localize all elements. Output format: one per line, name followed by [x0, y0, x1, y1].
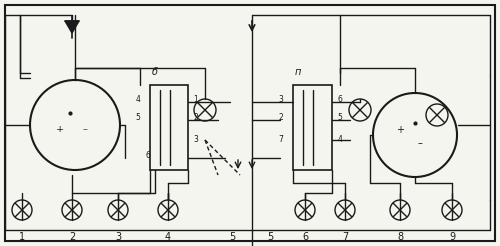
Text: п: п — [295, 67, 301, 77]
Text: 9: 9 — [449, 232, 455, 242]
Text: 6: 6 — [302, 232, 308, 242]
Text: 3: 3 — [115, 232, 121, 242]
Text: б: б — [152, 67, 158, 77]
Text: 7: 7 — [342, 232, 348, 242]
Text: 3: 3 — [194, 136, 198, 144]
Text: +: + — [56, 125, 64, 135]
Text: 5: 5 — [136, 113, 140, 123]
Text: 7: 7 — [278, 136, 283, 144]
Text: 2: 2 — [69, 232, 75, 242]
Text: 5: 5 — [229, 232, 235, 242]
Text: 3: 3 — [278, 95, 283, 105]
Polygon shape — [65, 21, 79, 33]
Text: 5: 5 — [338, 113, 342, 123]
Text: 1: 1 — [19, 232, 25, 242]
Text: –: – — [418, 138, 422, 148]
Bar — [150, 85, 188, 170]
Text: 2: 2 — [194, 113, 198, 123]
Text: –: – — [82, 125, 87, 135]
Text: +: + — [396, 125, 404, 135]
Text: 2: 2 — [278, 113, 283, 123]
Text: 4: 4 — [338, 136, 342, 144]
Text: 4: 4 — [136, 95, 140, 105]
Text: 1: 1 — [194, 95, 198, 105]
Text: 5: 5 — [267, 232, 273, 242]
Text: 6: 6 — [338, 95, 342, 105]
Text: 4: 4 — [165, 232, 171, 242]
Text: 8: 8 — [397, 232, 403, 242]
Bar — [293, 85, 332, 170]
Text: 6: 6 — [146, 151, 150, 159]
